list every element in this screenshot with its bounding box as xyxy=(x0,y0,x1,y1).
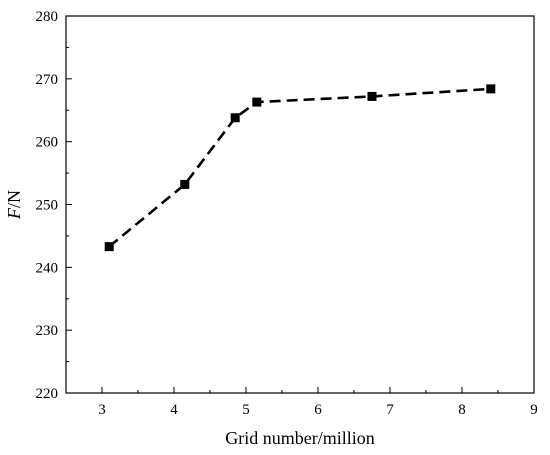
y-axis-variable: F xyxy=(4,207,24,220)
y-axis-title: F/N xyxy=(4,190,24,220)
x-tick-label: 6 xyxy=(314,402,322,418)
x-tick-label: 7 xyxy=(386,402,394,418)
series-layer xyxy=(104,84,496,252)
data-point xyxy=(230,113,240,123)
x-tick-label: 4 xyxy=(170,402,178,418)
data-point xyxy=(367,91,377,101)
y-tick-label: 270 xyxy=(36,72,59,88)
data-point xyxy=(104,242,114,252)
y-tick-label: 260 xyxy=(36,135,59,151)
series-line xyxy=(108,87,491,248)
y-tick-label: 220 xyxy=(36,386,59,402)
data-point xyxy=(180,179,190,189)
x-axis-title: Grid number/million xyxy=(225,428,374,448)
x-tick-label: 3 xyxy=(98,402,106,418)
plot-frame xyxy=(65,15,535,394)
data-point xyxy=(486,84,496,94)
data-point xyxy=(252,97,262,107)
y-tick-label: 240 xyxy=(36,260,59,276)
x-tick-label: 5 xyxy=(242,402,250,418)
y-tick-label: 250 xyxy=(36,198,59,214)
y-tick-label: 280 xyxy=(36,9,59,25)
x-tick-label: 9 xyxy=(530,402,538,418)
ticks-layer: 3 4 5 6 7 8 9 220 230 240 250 260 270 280 xyxy=(36,9,538,418)
y-tick-label: 230 xyxy=(36,323,59,339)
y-axis-unit: /N xyxy=(4,190,24,208)
x-tick-label: 8 xyxy=(458,402,466,418)
